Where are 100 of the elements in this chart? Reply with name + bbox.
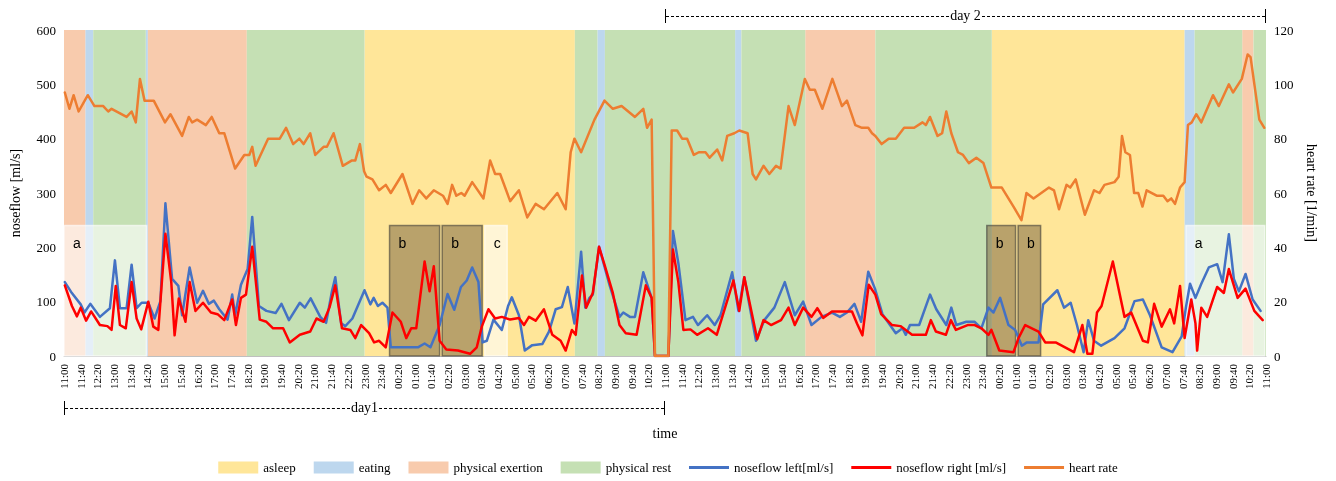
legend-label: physical rest bbox=[605, 460, 672, 475]
x-tick-label: 09:40 bbox=[1226, 363, 1239, 390]
x-tick-label: 01:40 bbox=[425, 363, 438, 390]
x-tick-label: 03:40 bbox=[1076, 363, 1089, 390]
y2-tick-label: 0 bbox=[1274, 348, 1281, 364]
legend-label: asleep bbox=[263, 460, 296, 475]
x-tick-label: 21:40 bbox=[926, 363, 939, 390]
x-tick-label: 23:00 bbox=[358, 363, 371, 390]
x-tick-label: 12:20 bbox=[91, 363, 104, 390]
x-tick-label: 07:40 bbox=[1176, 363, 1189, 390]
x-tick-label: 05:00 bbox=[1109, 363, 1122, 390]
x-tick-label: 07:40 bbox=[575, 363, 588, 390]
x-tick-label: 19:00 bbox=[859, 363, 872, 390]
x-tick-label: 03:00 bbox=[1059, 363, 1072, 390]
annotation: a bbox=[1194, 234, 1203, 251]
y2-tick-label: 20 bbox=[1274, 294, 1287, 310]
legend-label: physical exertion bbox=[453, 460, 544, 475]
y-tick-label: 100 bbox=[36, 294, 56, 310]
x-tick-label: 08:20 bbox=[1193, 363, 1206, 390]
x-tick-label: 09:00 bbox=[608, 363, 621, 390]
y2-axis-title: heart rate [1/min] bbox=[1303, 144, 1319, 242]
x-tick-label: 05:40 bbox=[525, 363, 538, 390]
x-tick-label: 23:40 bbox=[375, 363, 388, 390]
x-tick-label: 02:20 bbox=[1042, 363, 1055, 390]
annotation: b bbox=[398, 234, 407, 251]
y-tick-label: 200 bbox=[36, 239, 56, 255]
x-tick-label: 16:20 bbox=[191, 363, 204, 390]
x-tick-label: 15:40 bbox=[174, 363, 187, 390]
y-tick-label: 500 bbox=[36, 76, 56, 92]
legend-label: noseflow left[ml/s] bbox=[734, 460, 834, 475]
x-tick-label: 13:00 bbox=[709, 363, 722, 390]
y2-tick-label: 60 bbox=[1274, 185, 1287, 201]
x-tick-label: 04:20 bbox=[492, 363, 505, 390]
x-tick-label: 01:00 bbox=[1009, 363, 1022, 390]
x-tick-label: 22:20 bbox=[942, 363, 955, 390]
x-tick-label: 02:20 bbox=[441, 363, 454, 390]
x-tick-label: 23:40 bbox=[976, 363, 989, 390]
x-tick-label: 01:00 bbox=[408, 363, 421, 390]
x-tick-label: 09:00 bbox=[1209, 363, 1222, 390]
x-tick-label: 06:20 bbox=[1143, 363, 1156, 390]
x-tick-label: 19:00 bbox=[258, 363, 271, 390]
x-tick-label: 04:20 bbox=[1093, 363, 1106, 390]
x-tick-label: 11:40 bbox=[74, 363, 87, 389]
x-tick-label: 11:00 bbox=[58, 363, 70, 389]
x-tick-label: 14:20 bbox=[742, 363, 755, 390]
bracket: day1 bbox=[64, 401, 665, 415]
legend-label: noseflow right [ml/s] bbox=[896, 460, 1007, 475]
x-tick-label: 10:20 bbox=[642, 363, 655, 390]
y2-tick-label: 100 bbox=[1274, 76, 1294, 92]
x-tick-label: 21:00 bbox=[909, 363, 922, 390]
annotation: b bbox=[1027, 234, 1036, 251]
legend-label: eating bbox=[358, 460, 391, 475]
annotation: b bbox=[451, 234, 460, 251]
y2-tick-label: 40 bbox=[1274, 239, 1287, 255]
x-tick-label: 19:40 bbox=[275, 363, 288, 390]
bracket: day 2 bbox=[665, 9, 1266, 23]
x-tick-label: 11:40 bbox=[675, 363, 688, 389]
x-tick-label: 05:00 bbox=[508, 363, 521, 390]
x-tick-label: 15:00 bbox=[759, 363, 772, 390]
x-tick-label: 13:00 bbox=[108, 363, 121, 390]
x-tick-label: 12:20 bbox=[692, 363, 705, 390]
y2-tick-label: 80 bbox=[1274, 131, 1287, 147]
x-tick-label: 16:20 bbox=[792, 363, 805, 390]
line-series bbox=[63, 53, 1266, 358]
x-tick-label: 14:20 bbox=[141, 363, 154, 390]
x-tick-label: 20:20 bbox=[291, 363, 304, 390]
x-tick-label: 18:20 bbox=[842, 363, 855, 390]
x-tick-label: 03:00 bbox=[458, 363, 471, 390]
x-tick-label: 21:40 bbox=[325, 363, 338, 390]
line-series bbox=[63, 232, 1264, 358]
x-tick-label: 13:40 bbox=[124, 363, 137, 390]
x-tick-label: 17:40 bbox=[825, 363, 838, 390]
x-tick-label: 22:20 bbox=[341, 363, 354, 390]
y-axis-title: noseflow [ml/s] bbox=[7, 148, 23, 238]
y2-tick-label: 120 bbox=[1274, 22, 1294, 38]
x-tick-label: 07:00 bbox=[558, 363, 571, 390]
x-tick-label: 03:40 bbox=[475, 363, 488, 390]
x-tick-label: 17:00 bbox=[809, 363, 822, 390]
x-tick-label: 00:20 bbox=[391, 363, 404, 390]
y-tick-label: 0 bbox=[49, 348, 56, 364]
x-tick-label: 11:00 bbox=[1260, 363, 1272, 389]
x-tick-label: 15:40 bbox=[775, 363, 788, 390]
x-tick-label: 23:00 bbox=[959, 363, 972, 390]
y-tick-label: 400 bbox=[36, 131, 56, 147]
y-tick-label: 600 bbox=[36, 22, 56, 38]
x-tick-label: 09:40 bbox=[625, 363, 638, 390]
x-axis-title: time bbox=[652, 425, 678, 441]
annotation: c bbox=[493, 234, 501, 251]
x-tick-label: 06:20 bbox=[542, 363, 555, 390]
x-tick-label: 07:00 bbox=[1159, 363, 1172, 390]
legend-label: heart rate bbox=[1069, 460, 1118, 475]
x-tick-label: 00:20 bbox=[992, 363, 1005, 390]
x-tick-label: 01:40 bbox=[1026, 363, 1039, 390]
y-tick-label: 300 bbox=[36, 185, 56, 201]
x-tick-label: 11:00 bbox=[659, 363, 671, 389]
x-tick-label: 20:20 bbox=[892, 363, 905, 390]
x-tick-label: 18:20 bbox=[241, 363, 254, 390]
x-tick-label: 10:20 bbox=[1243, 363, 1256, 390]
x-tick-label: 13:40 bbox=[725, 363, 738, 390]
annotation: a bbox=[73, 234, 81, 251]
